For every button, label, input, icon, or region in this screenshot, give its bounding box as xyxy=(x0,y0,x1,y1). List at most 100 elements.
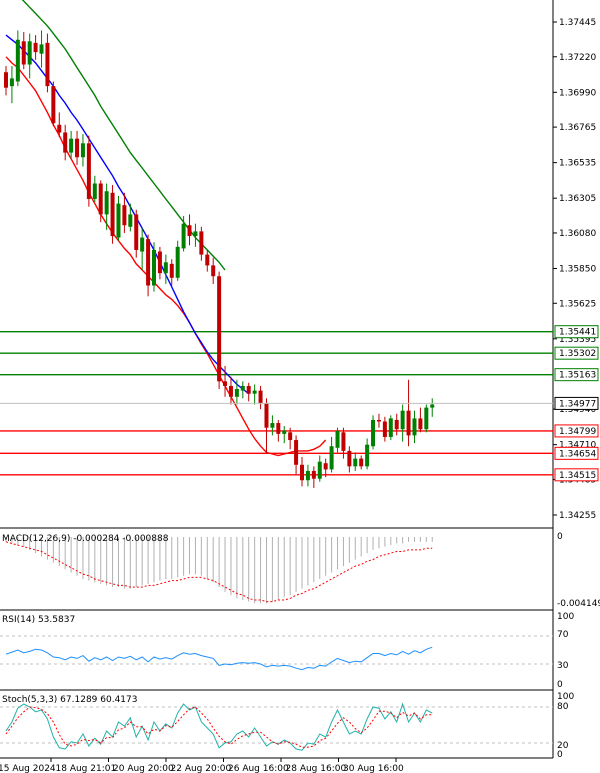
rsi-panel: RSI(14) 53.5837 100 70 30 0 xyxy=(0,610,574,690)
stoch-axis-label-0: 0 xyxy=(557,750,563,760)
current-price-box xyxy=(554,396,599,410)
candle-body xyxy=(110,192,115,237)
candle-body xyxy=(412,418,417,436)
candle-body xyxy=(169,263,174,278)
candle-body xyxy=(270,423,275,428)
candle-body xyxy=(228,385,233,397)
macd-title: MACD(12,26,9) -0.000284 -0.000888 xyxy=(2,534,169,544)
candle-body xyxy=(175,246,180,278)
candle-body xyxy=(181,223,186,249)
candle-body xyxy=(223,381,228,386)
candle-body xyxy=(163,262,168,274)
candle-body xyxy=(276,423,281,434)
level-price-labels: 1.35441 1.35302 1.35163 1.34799 1.34654 1.345… xyxy=(554,325,599,482)
level-label-text: 1.35302 xyxy=(559,349,596,359)
candle-body xyxy=(86,143,91,199)
price-tick-label: 1.37445 xyxy=(559,18,596,28)
level-label-text: 1.34799 xyxy=(559,427,596,437)
rsi-title: RSI(14) 53.5837 xyxy=(2,615,75,625)
candle-body xyxy=(400,410,405,430)
rsi-axis-label-70: 70 xyxy=(557,630,569,640)
candle-body xyxy=(234,389,239,397)
candle-body xyxy=(258,390,263,403)
macd-histogram xyxy=(5,537,433,604)
rsi-levels xyxy=(0,635,553,665)
price-tick-label: 1.36305 xyxy=(559,194,596,204)
candle-body xyxy=(371,419,376,447)
price-tick-label: 1.36080 xyxy=(559,229,596,239)
candle-body xyxy=(27,41,32,65)
stoch-k-line xyxy=(5,702,433,751)
candle-body xyxy=(341,432,346,451)
candle-body xyxy=(394,419,399,430)
price-tick-label: 1.36765 xyxy=(559,123,596,133)
price-tick-label: 1.35850 xyxy=(559,265,596,275)
level-label-box xyxy=(554,368,599,382)
stoch-d-line xyxy=(5,706,433,748)
price-tick-label: 1.36535 xyxy=(559,159,596,169)
level-label-box xyxy=(554,346,599,360)
level-label-text: 1.35163 xyxy=(559,371,596,381)
candle-body xyxy=(128,214,133,227)
candle-body xyxy=(406,410,411,436)
price-tick-label: 1.34940 xyxy=(559,405,596,415)
current-price-text: 1.34977 xyxy=(559,399,596,409)
time-tick-label: 28 Aug 16:00 xyxy=(286,764,347,773)
candle-body xyxy=(45,42,50,87)
stochastic-panel: Stoch(5,3,3) 67.1289 60.4173 100 80 20 0 xyxy=(0,690,574,760)
level-label-text: 1.34654 xyxy=(559,449,596,459)
candle-body xyxy=(240,385,245,391)
current-price-label: 1.34977 xyxy=(554,396,599,410)
candle-body xyxy=(134,214,139,250)
candle-body xyxy=(104,191,109,215)
rsi-axis-label-100: 100 xyxy=(557,612,574,622)
price-tick-label: 1.35395 xyxy=(559,335,596,345)
candle-body xyxy=(57,124,62,133)
candle-body xyxy=(311,470,316,479)
candle-body xyxy=(382,421,387,437)
candle-body xyxy=(300,464,304,481)
candle-body xyxy=(376,419,381,422)
candle-body xyxy=(116,203,121,238)
candle-body xyxy=(317,461,322,479)
candle-body xyxy=(75,138,80,158)
rsi-axis-label-0: 0 xyxy=(557,680,563,690)
candle-body xyxy=(205,254,210,266)
candle-body xyxy=(187,225,192,237)
candle-body xyxy=(430,404,435,408)
level-label-box xyxy=(554,325,599,339)
candle-body xyxy=(264,402,269,428)
stoch-axis-label-100: 100 xyxy=(557,692,574,702)
candle-body xyxy=(329,446,334,470)
candle-body xyxy=(353,458,358,467)
candle-body xyxy=(388,418,393,437)
candle-body xyxy=(51,86,56,124)
rsi-line xyxy=(5,646,433,671)
candle-body xyxy=(211,265,216,277)
candle-body xyxy=(98,183,103,215)
candle-body xyxy=(4,72,8,88)
stoch-title: Stoch(5,3,3) 67.1289 60.4173 xyxy=(2,695,137,705)
candle-body xyxy=(157,251,162,274)
macd-axis-label-bottom: -0.004149 xyxy=(557,599,600,609)
level-label-text: 1.34515 xyxy=(559,471,596,481)
price-tick-label: 1.35625 xyxy=(559,299,596,309)
candle-body xyxy=(199,231,204,255)
candle-body xyxy=(80,143,85,158)
candle-body xyxy=(152,249,156,286)
candle-body xyxy=(305,470,310,481)
candle-body xyxy=(252,390,257,394)
macd-panel: MACD(12,26,9) -0.000284 -0.000888 0 -0.0… xyxy=(2,528,600,610)
candle-body xyxy=(424,407,429,430)
candle-body xyxy=(122,205,127,226)
macd-signal-line xyxy=(5,541,433,603)
candle-body xyxy=(323,463,328,470)
time-tick-label: 26 Aug 16:00 xyxy=(228,764,289,773)
price-tick-label: 1.37220 xyxy=(559,53,596,63)
candlesticks xyxy=(4,30,435,488)
candle-body xyxy=(246,385,251,394)
candle-body xyxy=(288,432,293,441)
candle-body xyxy=(193,231,198,237)
